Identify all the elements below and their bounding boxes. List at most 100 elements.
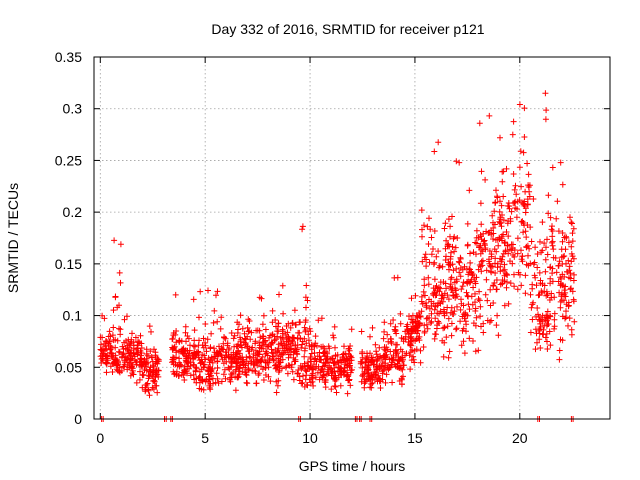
data-point [426, 314, 433, 321]
data-point [568, 250, 575, 257]
data-point [570, 298, 577, 305]
data-point [518, 183, 525, 190]
data-point [536, 269, 543, 276]
data-point [127, 360, 134, 366]
data-point [214, 288, 221, 295]
data-point [396, 378, 403, 384]
data-point [570, 225, 577, 232]
y-tick-label: 0.05 [55, 359, 82, 375]
x-tick-label: 10 [302, 430, 318, 446]
data-point [486, 248, 493, 254]
data-point [511, 253, 518, 260]
data-point [231, 343, 238, 350]
data-point [407, 349, 414, 355]
data-point [103, 360, 110, 367]
data-point [464, 241, 471, 248]
data-point [556, 258, 563, 265]
data-point [186, 365, 192, 372]
data-point [390, 317, 397, 323]
data-point [447, 256, 454, 262]
data-point [520, 229, 527, 236]
data-point [521, 134, 528, 140]
data-point [562, 246, 569, 253]
data-point [487, 286, 494, 293]
data-point [154, 389, 161, 396]
data-point [277, 334, 284, 341]
data-point [542, 268, 549, 275]
data-point [457, 273, 464, 280]
data-point [373, 351, 380, 358]
data-point [243, 379, 250, 386]
data-point [192, 351, 199, 358]
data-point [237, 338, 244, 345]
data-point [566, 263, 573, 270]
data-point [451, 248, 458, 255]
data-point [129, 365, 136, 372]
data-point [431, 276, 438, 283]
data-point [266, 334, 272, 341]
data-point [453, 291, 460, 298]
data-point [503, 229, 510, 235]
data-point [185, 360, 192, 367]
data-point [260, 312, 267, 319]
data-point [549, 228, 556, 234]
data-point [392, 347, 399, 354]
data-point [553, 269, 560, 276]
data-point [544, 314, 551, 321]
data-point [500, 168, 507, 175]
data-point [496, 208, 503, 215]
data-point [111, 237, 118, 244]
data-point [432, 315, 439, 322]
data-point [433, 331, 439, 338]
data-point [450, 267, 457, 274]
data-point [510, 118, 517, 125]
data-point [153, 371, 160, 378]
data-point [424, 223, 431, 230]
data-point [331, 383, 338, 389]
data-point [138, 350, 145, 356]
data-point [543, 322, 550, 329]
data-point [480, 320, 487, 327]
data-point [484, 317, 491, 324]
data-point [463, 289, 470, 296]
data-point [398, 365, 405, 372]
data-point [379, 376, 386, 383]
data-point [365, 361, 372, 368]
data-point [454, 303, 460, 310]
data-point [525, 182, 532, 189]
data-point [458, 300, 465, 307]
data-point [402, 328, 409, 335]
data-point [101, 347, 108, 354]
data-point [331, 323, 338, 330]
data-point [105, 342, 112, 349]
data-point [324, 371, 330, 378]
data-point [425, 281, 432, 288]
data-point [510, 171, 517, 177]
data-point [344, 371, 351, 378]
data-point [190, 296, 197, 303]
data-point [137, 332, 144, 339]
data-point [407, 366, 414, 373]
data-point [430, 290, 436, 297]
data-point [376, 344, 383, 351]
data-point [493, 322, 500, 329]
data-point [329, 356, 336, 362]
data-point [308, 341, 315, 348]
data-point [205, 378, 212, 385]
data-point [542, 116, 549, 123]
data-point [200, 344, 207, 351]
data-point [456, 259, 463, 266]
data-point [275, 320, 282, 327]
data-point [372, 341, 379, 348]
data-point [333, 389, 340, 396]
data-point [501, 261, 508, 268]
data-point [522, 205, 529, 212]
data-point [562, 283, 569, 290]
data-point [449, 213, 455, 220]
data-point [262, 326, 269, 333]
data-point [454, 235, 461, 241]
data-point [170, 345, 177, 352]
data-point [178, 338, 185, 345]
data-point [388, 340, 395, 347]
data-point [397, 320, 404, 327]
